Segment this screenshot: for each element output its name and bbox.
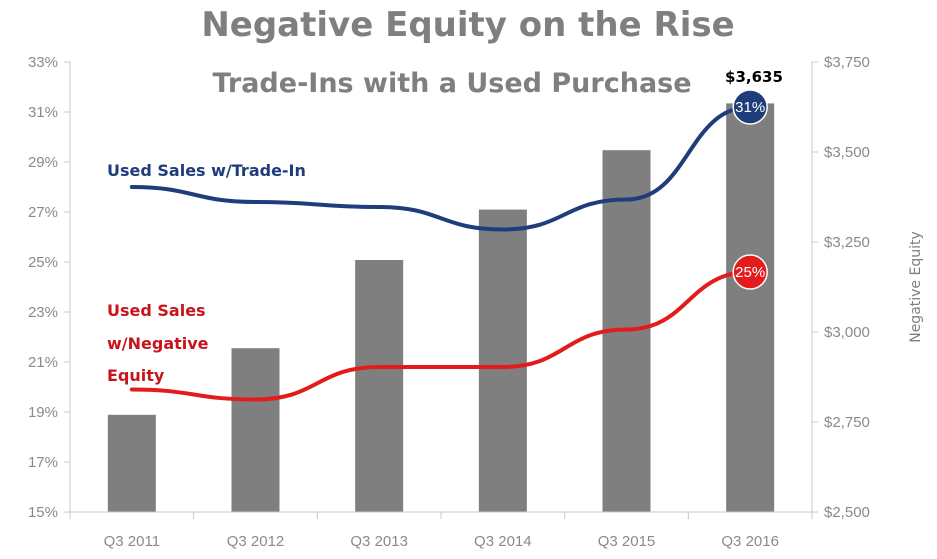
negative-equity-end-marker: [732, 254, 768, 290]
bar-value-label: $3,635: [725, 68, 783, 86]
trade-in-end-marker: [732, 89, 768, 125]
x-tick-label: Q3 2016: [721, 533, 779, 550]
left-tick-label: 21%: [28, 354, 58, 371]
bar-series: [107, 103, 775, 513]
line-series: 31% 25%: [129, 89, 768, 402]
bar: [478, 209, 527, 512]
negative-equity-line: [129, 270, 753, 402]
right-axis: $2,500 $2,750 $3,000 $3,250 $3,500 $3,750: [812, 54, 870, 521]
x-tick-label: Q3 2013: [350, 533, 408, 550]
end-marker-label: 25%: [735, 264, 765, 281]
left-axis: 15% 17% 19% 21% 23% 25% 27% 29% 31% 33%: [28, 54, 70, 521]
bar: [726, 103, 775, 513]
right-tick-label: $2,500: [824, 504, 870, 521]
right-tick-label: $3,250: [824, 234, 870, 251]
end-marker-label: 31%: [735, 99, 765, 116]
left-tick-label: 23%: [28, 304, 58, 321]
right-tick-label: $3,750: [824, 54, 870, 71]
left-tick-label: 31%: [28, 104, 58, 121]
trade-in-series-label: Used Sales w/Trade-In: [107, 161, 306, 180]
bar: [107, 414, 156, 512]
chart-subtitle: Trade-Ins with a Used Purchase: [212, 68, 691, 99]
right-tick-label: $3,500: [824, 144, 870, 161]
left-tick-label: 33%: [28, 54, 58, 71]
left-tick-label: 17%: [28, 454, 58, 471]
left-tick-label: 29%: [28, 154, 58, 171]
x-tick-label: Q3 2015: [598, 533, 656, 550]
x-tick-label: Q3 2014: [474, 533, 532, 550]
left-tick-label: 15%: [28, 504, 58, 521]
left-tick-label: 27%: [28, 204, 58, 221]
negative-equity-series-label: Used Sales w/Negative Equity: [107, 301, 214, 385]
right-tick-label: $3,000: [824, 324, 870, 341]
x-tick-label: Q3 2012: [227, 533, 285, 550]
right-tick-label: $2,750: [824, 414, 870, 431]
left-tick-label: 25%: [28, 254, 58, 271]
chart-title: Negative Equity on the Rise: [201, 5, 734, 45]
bar: [231, 348, 280, 512]
x-tick-label: Q3 2011: [104, 533, 160, 550]
left-tick-label: 19%: [28, 404, 58, 421]
bar: [355, 260, 404, 512]
right-axis-title: Negative Equity: [908, 231, 924, 343]
x-axis: Q3 2011 Q3 2012 Q3 2013 Q3 2014 Q3 2015 Q3 20…: [69, 512, 813, 550]
trade-in-line: [129, 105, 753, 232]
